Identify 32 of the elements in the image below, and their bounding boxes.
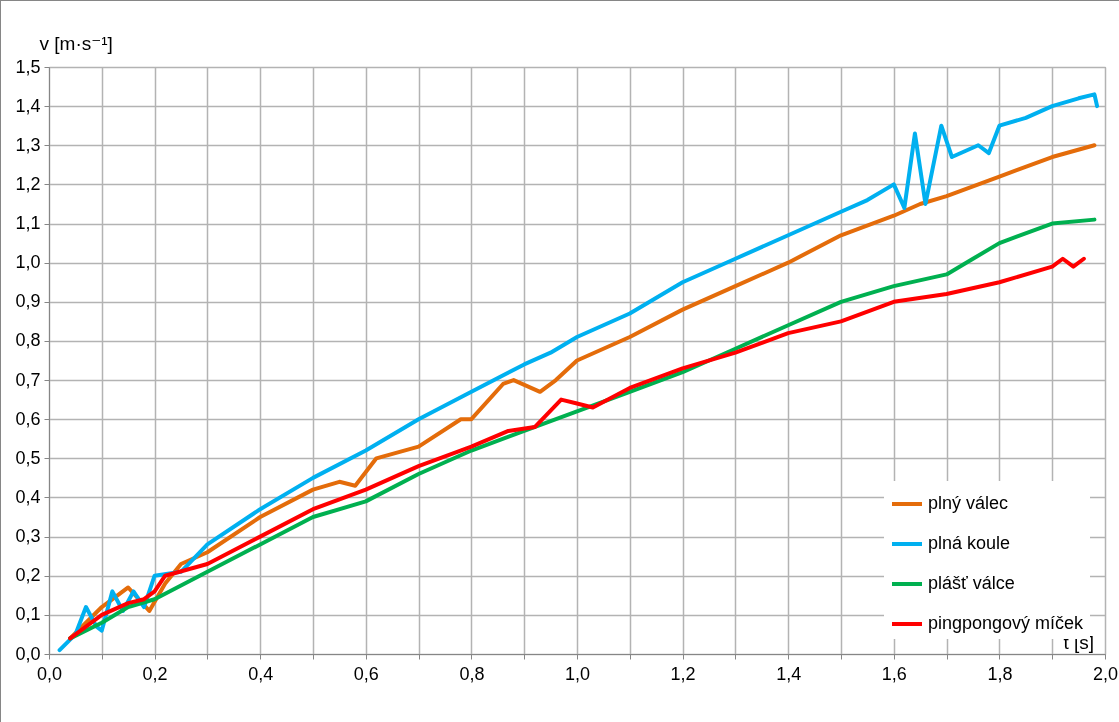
x-tick-label: 0,8 — [459, 663, 485, 684]
y-tick-label: 1,5 — [15, 56, 41, 77]
legend-label: plná koule — [928, 533, 1011, 553]
y-tick-label: 0,2 — [15, 565, 41, 586]
y-tick-label: 0,1 — [15, 604, 41, 625]
y-tick-label: 0,9 — [15, 291, 41, 312]
y-tick-label: 1,2 — [15, 173, 41, 194]
x-tick-label: 1,6 — [881, 663, 907, 684]
legend-label: plný válec — [928, 493, 1009, 513]
y-tick-label: 0,8 — [15, 330, 41, 351]
x-tick-label: 0,6 — [353, 663, 379, 684]
y-tick-label: 0,7 — [15, 369, 41, 390]
x-tick-label: 1,4 — [776, 663, 802, 684]
y-tick-label: 1,1 — [15, 213, 41, 234]
y-tick-label: 0,0 — [15, 643, 41, 664]
x-tick-label: 0,4 — [248, 663, 274, 684]
legend-label: plášť válce — [928, 573, 1015, 593]
x-tick-label: 2,0 — [1092, 663, 1119, 684]
x-tick-label: 1,2 — [670, 663, 696, 684]
x-tick-label: 1,8 — [987, 663, 1013, 684]
x-tick-label: 1,0 — [564, 663, 591, 684]
y-tick-label: 1,3 — [15, 134, 41, 155]
y-tick-label: 1,4 — [15, 95, 41, 116]
y-tick-label: 0,4 — [15, 486, 41, 507]
y-tick-label: 1,0 — [15, 252, 41, 273]
y-tick-label: 0,5 — [15, 447, 41, 468]
x-tick-label: 0,2 — [142, 663, 168, 684]
y-tick-label: 0,6 — [15, 408, 41, 429]
legend-label: pingpongový míček — [928, 613, 1085, 633]
y-axis-title: v [m·s⁻¹] — [39, 32, 113, 54]
y-tick-label: 0,3 — [15, 526, 41, 547]
x-tick-label: 0,0 — [36, 663, 63, 684]
